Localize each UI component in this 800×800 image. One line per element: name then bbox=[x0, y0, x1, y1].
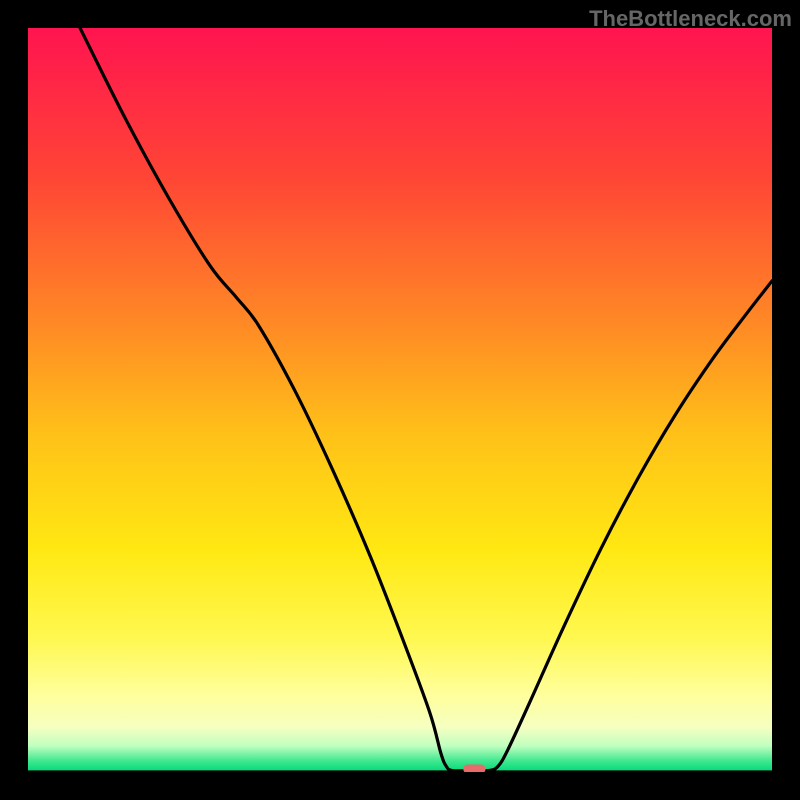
attribution-label: TheBottleneck.com bbox=[589, 6, 792, 32]
bottleneck-curve bbox=[80, 28, 772, 771]
optimum-marker bbox=[463, 765, 485, 772]
plot-area bbox=[28, 28, 772, 772]
curve-layer bbox=[28, 28, 772, 772]
bottleneck-chart: TheBottleneck.com bbox=[0, 0, 800, 800]
